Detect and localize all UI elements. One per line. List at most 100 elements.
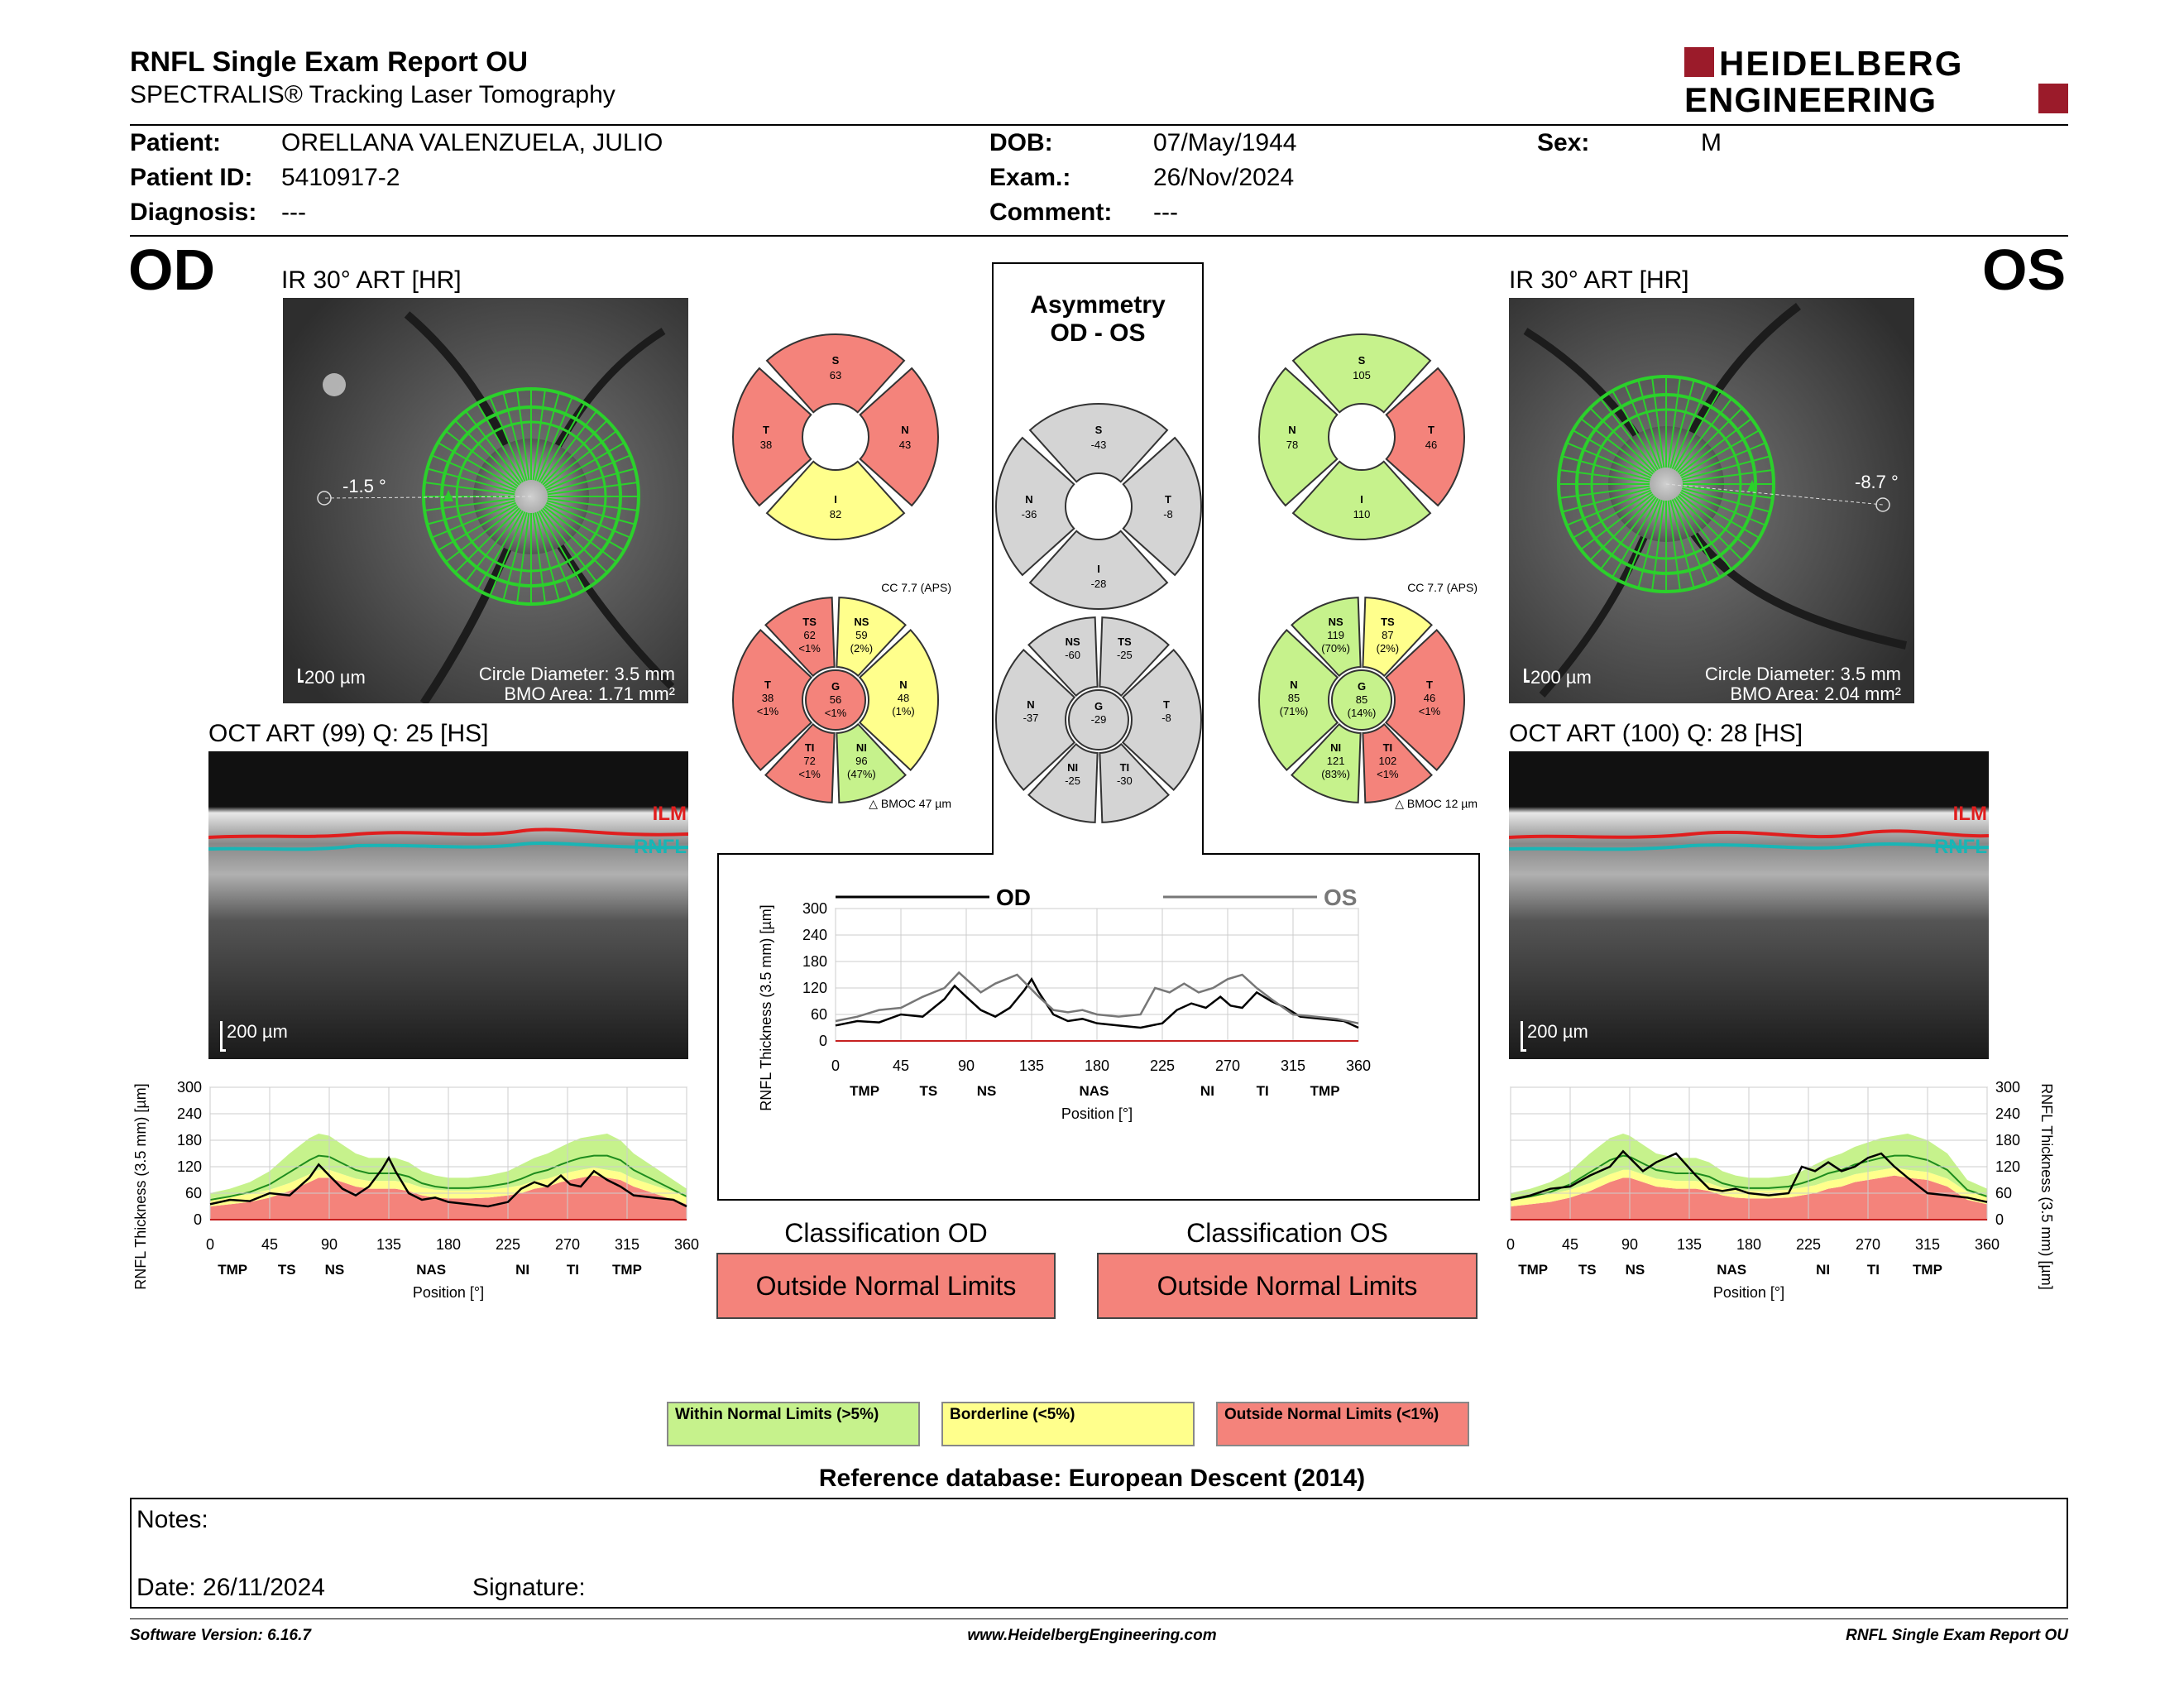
od-sector-sector-n [858, 629, 939, 771]
os-oct-bscan: ILM RNFL 200 µm [1509, 751, 1989, 1059]
scan-spoke [544, 504, 625, 551]
os-quadrant-sector-s [1291, 333, 1432, 414]
scan-spoke [547, 482, 639, 496]
footer-report-name: RNFL Single Exam Report OU [1846, 1627, 2068, 1644]
os-rnfl-chart-x-tick: 360 [1975, 1236, 2000, 1253]
asym-sector-label-ti: TI [1120, 761, 1130, 774]
od-sector-pct-g: <1% [825, 707, 847, 719]
asym-quadrant-value-s: -43 [1091, 439, 1107, 451]
os-sector-value-ti: 102 [1379, 755, 1397, 767]
ou-rnfl-chart-x-tick: 45 [893, 1057, 909, 1074]
scan-spoke [1671, 384, 1708, 469]
od-rnfl-chart-x-tick: 45 [261, 1236, 278, 1253]
asym-sector-sector-ns [1027, 616, 1099, 698]
scan-spoke [1682, 469, 1774, 483]
od-classification-result: Outside Normal Limits [716, 1253, 1056, 1319]
os-sector-sector-ti [1362, 722, 1433, 803]
report-title: RNFL Single Exam Report OU [130, 46, 529, 78]
scan-spoke [540, 509, 597, 583]
od-sector-value-t: 38 [762, 692, 774, 704]
od-rnfl-chart-y-tick: 180 [177, 1132, 202, 1149]
patient-name: ORELLANA VALENZUELA, JULIO [281, 129, 663, 156]
asym-quadrant-value-t: -8 [1163, 508, 1173, 520]
od-rnfl-chart-y-tick: 240 [177, 1105, 202, 1122]
os-sector-label-ns: NS [1329, 616, 1343, 628]
ou-rnfl-chart-xlabel: Position [°] [1061, 1105, 1133, 1122]
reference-database: Reference database: European Descent (20… [818, 1465, 1366, 1492]
od-quadrant-label-i: I [834, 493, 837, 506]
asym-quadrant-label-i: I [1097, 563, 1100, 575]
ou-rnfl-chart-sector-label: NI [1200, 1083, 1214, 1099]
od-rnfl-chart-x-tick: 225 [496, 1236, 520, 1253]
os-scale-label: 200 µm [1530, 667, 1592, 688]
od-sector-sector-t [732, 629, 813, 771]
od-oct-bscan: ILM RNFL 200 µm [208, 751, 688, 1059]
ou-rnfl-chart-y-tick: 120 [802, 980, 827, 996]
os-sector-label-ni: NI [1330, 741, 1341, 754]
os-classification-title: Classification OS [1186, 1218, 1388, 1248]
scan-spoke [546, 501, 631, 539]
od-quadrant-label-n: N [901, 424, 908, 436]
scan-spoke [536, 511, 573, 597]
od-sector-pct-ts: <1% [798, 642, 821, 655]
asym-sector-sector-ti [1099, 742, 1170, 823]
notes-date: Date: 26/11/2024 [136, 1574, 325, 1601]
od-scale-label: 200 µm [304, 667, 366, 688]
scan-spoke [1600, 496, 1657, 570]
scan-spoke [1624, 499, 1661, 584]
footer-software-version: Software Version: 6.16.7 [130, 1627, 311, 1644]
os-rnfl-chart-y-tick: 180 [1995, 1132, 2020, 1149]
os-rnfl-chart-x-tick: 45 [1562, 1236, 1578, 1253]
os-fundus-graphic [1509, 298, 1914, 703]
diagnosis-label: Diagnosis: [130, 199, 257, 226]
os-quadrant-label-t: T [1428, 424, 1434, 436]
scan-spoke [544, 506, 617, 563]
ou-legend-os: OS [1324, 885, 1357, 910]
footer-website[interactable]: www.HeidelbergEngineering.com [967, 1627, 1217, 1644]
os-sector-pct-ts: (2%) [1377, 642, 1399, 655]
asym-sector-label-ts: TS [1118, 635, 1132, 648]
scan-spoke [1677, 407, 1743, 473]
scan-spoke [1637, 380, 1663, 468]
od-sector-pct-ti: <1% [798, 768, 821, 780]
os-rnfl-label: RNFL [1934, 836, 1987, 858]
svg-text:HEIDELBERG: HEIDELBERG [1719, 46, 1963, 83]
od-sector-pct-ns: (2%) [850, 642, 873, 655]
od-sector-sector-ni [836, 722, 907, 803]
ou-rnfl-chart-x-tick: 90 [958, 1057, 975, 1074]
os-sector-pct-n: (71%) [1280, 705, 1309, 717]
od-fundus-image: -1.5 ° 200 µm Circle Diameter: 3.5 mm BM… [283, 298, 688, 703]
od-rnfl-chart-x-tick: 135 [376, 1236, 401, 1253]
os-quadrant-sector-i [1291, 460, 1432, 540]
os-rnfl-chart-series-os [1510, 1149, 1988, 1203]
os-sector-pct-ti: <1% [1377, 768, 1399, 780]
scan-spoke [1572, 492, 1653, 539]
scan-spoke [532, 389, 546, 481]
os-rnfl-chart-x-tick: 270 [1856, 1236, 1880, 1253]
diagnosis-value: --- [281, 199, 306, 226]
scan-spoke [477, 402, 524, 483]
od-rnfl-chart-band-mean [209, 1154, 687, 1201]
legend-borderline: Borderline (<5%) [941, 1402, 1195, 1446]
legend-within-normal: Within Normal Limits (>5%) [667, 1402, 920, 1446]
scan-spoke [1667, 376, 1681, 468]
os-sector-value-ts: 87 [1382, 629, 1393, 641]
od-oct-graphic [208, 751, 688, 1059]
scan-spoke [1675, 496, 1732, 570]
od-rnfl-chart-x-tick: 90 [321, 1236, 338, 1253]
asym-sector-sector-ni [1027, 742, 1099, 823]
scan-spoke [540, 410, 597, 484]
os-quadrant-value-s: 105 [1353, 369, 1371, 381]
od-rnfl-chart-x-tick: 270 [555, 1236, 580, 1253]
od-bmoc-label: △ BMOC 47 µm [869, 797, 951, 810]
scan-spoke [427, 468, 515, 493]
os-sector-sector-t [1384, 629, 1465, 771]
od-rnfl-label: RNFL [634, 836, 687, 858]
os-sector-value-n: 85 [1288, 692, 1300, 704]
asym-sector-value-t: -8 [1161, 712, 1171, 724]
od-rnfl-chart-sector-label: TMP [218, 1262, 247, 1278]
scan-spoke [1562, 455, 1650, 481]
ou-rnfl-chart-series-os [835, 971, 1359, 1024]
os-ir-title: IR 30° ART [HR] [1509, 266, 1689, 294]
os-quadrant-value-n: 78 [1286, 439, 1298, 451]
